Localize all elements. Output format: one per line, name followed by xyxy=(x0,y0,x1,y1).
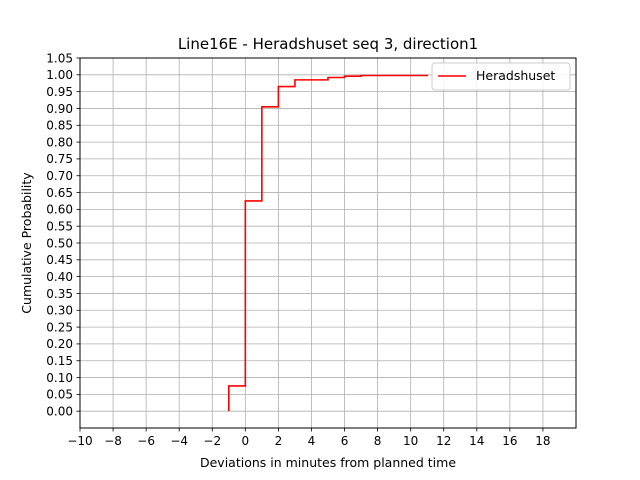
y-tick-label: 0.80 xyxy=(46,135,73,149)
legend: Heradshuset xyxy=(431,62,571,91)
y-tick-label: 0.70 xyxy=(46,169,73,183)
y-tick-label: 0.75 xyxy=(46,152,73,166)
legend-label: Heradshuset xyxy=(476,68,555,83)
series-step-line xyxy=(228,74,428,412)
x-tick-label: 8 xyxy=(374,434,382,448)
y-tick-label: 0.00 xyxy=(46,404,73,418)
x-tick-label: 14 xyxy=(469,434,484,448)
x-tick-label: −8 xyxy=(104,434,122,448)
y-axis-label: Cumulative Probability xyxy=(19,172,34,314)
x-tick-label: −4 xyxy=(170,434,188,448)
x-tick-label: 12 xyxy=(436,434,451,448)
x-tick-label: 2 xyxy=(275,434,283,448)
x-axis: −10 −8 −6 −4 −2 0 2 4 6 8 10 12 14 16 18 xyxy=(67,428,551,448)
y-tick-label: 1.05 xyxy=(46,51,73,65)
legend-frame xyxy=(431,62,571,91)
grid xyxy=(79,57,576,428)
y-tick-label: 0.20 xyxy=(46,337,73,351)
chart-title: Line16E - Heradshuset seq 3, direction1 xyxy=(178,35,478,53)
x-tick-label: −10 xyxy=(67,434,92,448)
y-tick-label: 0.35 xyxy=(46,287,73,301)
y-tick-label: 0.55 xyxy=(46,219,73,233)
y-tick-label: 0.65 xyxy=(46,186,73,200)
y-tick-label: 0.50 xyxy=(46,236,73,250)
y-tick-label: 0.60 xyxy=(46,203,73,217)
y-tick-label: 0.40 xyxy=(46,270,73,284)
x-tick-label: −6 xyxy=(137,434,155,448)
y-tick-label: 1.00 xyxy=(46,68,73,82)
y-tick-label: 0.45 xyxy=(46,253,73,267)
y-tick-label: 0.15 xyxy=(46,354,73,368)
y-axis: 0.00 0.05 0.10 0.15 0.20 0.25 0.30 0.35 0.40 0.45… xyxy=(46,51,80,418)
x-tick-label: −2 xyxy=(203,434,221,448)
x-tick-label: 10 xyxy=(403,434,418,448)
x-tick-label: 18 xyxy=(535,434,550,448)
y-tick-label: 0.25 xyxy=(46,320,73,334)
x-axis-label: Deviations in minutes from planned time xyxy=(200,455,456,470)
y-tick-label: 0.10 xyxy=(46,371,73,385)
y-tick-label: 0.95 xyxy=(46,85,73,99)
series-layer xyxy=(228,74,428,412)
x-tick-label: 0 xyxy=(242,434,250,448)
y-tick-label: 0.05 xyxy=(46,388,73,402)
x-tick-label: 6 xyxy=(341,434,349,448)
y-tick-label: 0.90 xyxy=(46,102,73,116)
x-tick-label: 4 xyxy=(308,434,316,448)
x-tick-label: 16 xyxy=(502,434,517,448)
y-tick-label: 0.85 xyxy=(46,119,73,133)
y-tick-label: 0.30 xyxy=(46,304,73,318)
